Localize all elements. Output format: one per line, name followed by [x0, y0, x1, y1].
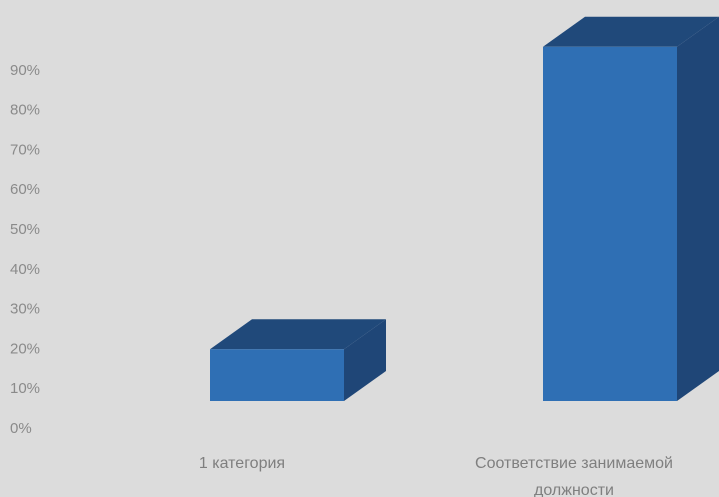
category-label: Соответствие занимаемой [475, 455, 673, 472]
bar-top [543, 16, 719, 47]
y-tick-label: 90% [10, 62, 40, 79]
y-tick-label: 20% [10, 340, 40, 357]
bar-side [344, 319, 386, 401]
bar-1 [210, 319, 386, 401]
y-tick-label: 80% [10, 102, 40, 119]
bar-front [543, 46, 677, 401]
bar-top [210, 319, 386, 350]
category-label: должности [534, 482, 614, 497]
y-tick-label: 60% [10, 181, 40, 198]
y-tick-label: 40% [10, 261, 40, 278]
y-tick-label: 0% [10, 420, 32, 437]
category-label: 1 категория [199, 455, 285, 472]
bar-2 [543, 16, 719, 402]
y-tick-label: 10% [10, 380, 40, 397]
y-tick-label: 70% [10, 141, 40, 158]
y-tick-label: 50% [10, 221, 40, 238]
bar-side [677, 16, 719, 402]
y-tick-label: 30% [10, 301, 40, 318]
bar-front [210, 349, 344, 401]
